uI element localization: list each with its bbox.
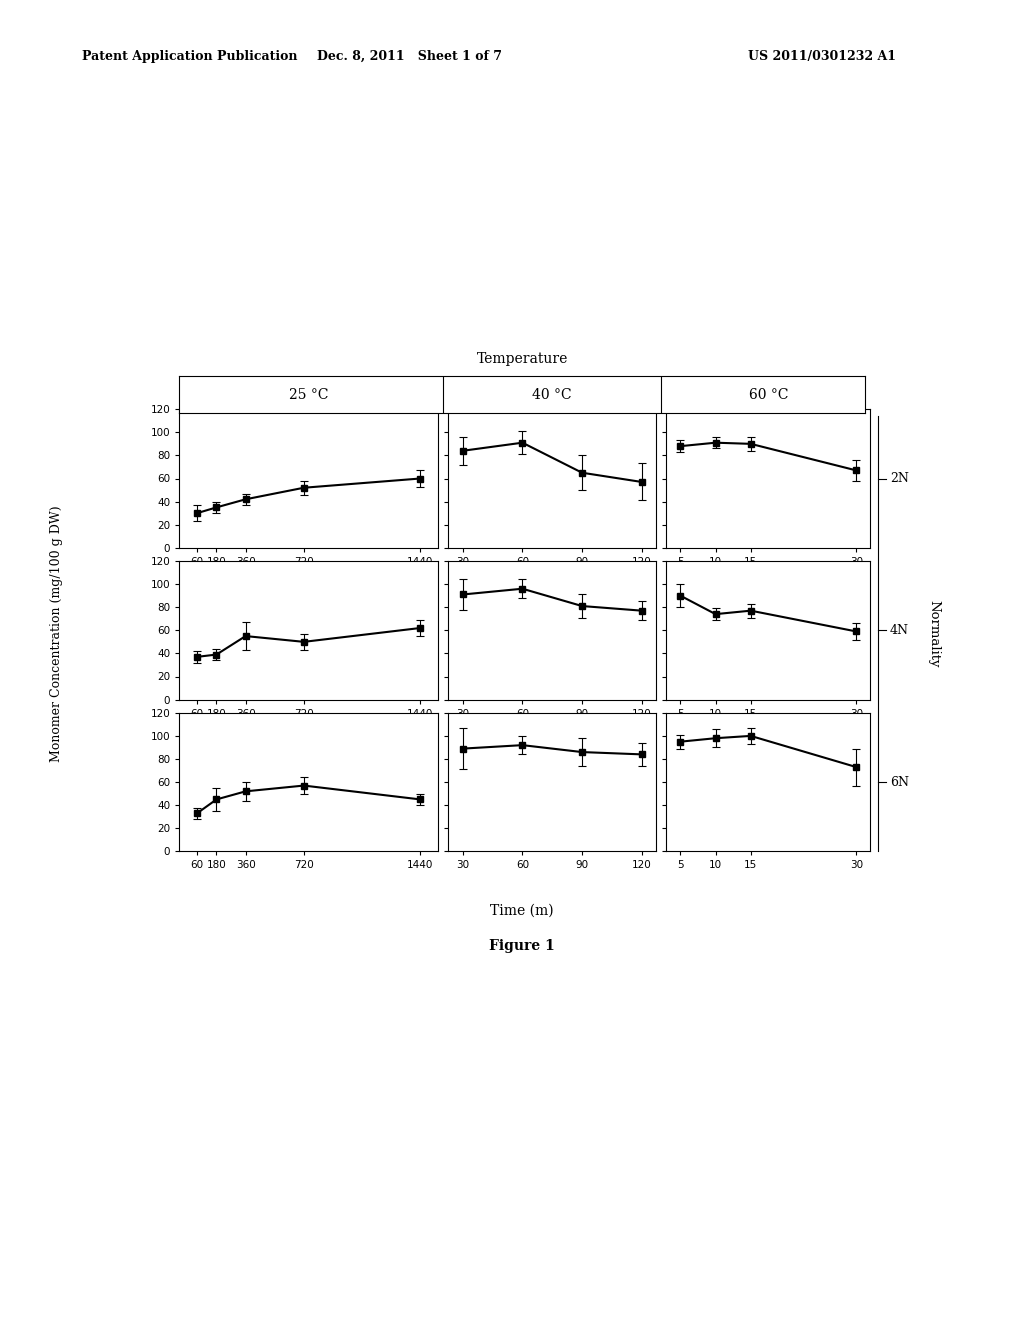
Text: 2N: 2N bbox=[890, 473, 908, 484]
Text: Time (m): Time (m) bbox=[490, 904, 554, 917]
Text: Monomer Concentration (mg/100 g DW): Monomer Concentration (mg/100 g DW) bbox=[50, 506, 62, 762]
Text: Figure 1: Figure 1 bbox=[489, 940, 555, 953]
Text: 6N: 6N bbox=[890, 776, 909, 788]
Text: 40 °C: 40 °C bbox=[532, 388, 572, 401]
Text: 60 °C: 60 °C bbox=[749, 388, 788, 401]
Text: US 2011/0301232 A1: US 2011/0301232 A1 bbox=[748, 50, 896, 63]
Text: 25 °C: 25 °C bbox=[289, 388, 329, 401]
Text: 4N: 4N bbox=[890, 624, 909, 636]
Text: Dec. 8, 2011   Sheet 1 of 7: Dec. 8, 2011 Sheet 1 of 7 bbox=[317, 50, 502, 63]
Text: Temperature: Temperature bbox=[476, 351, 568, 366]
Text: Patent Application Publication: Patent Application Publication bbox=[82, 50, 297, 63]
Text: Normality: Normality bbox=[928, 599, 940, 668]
